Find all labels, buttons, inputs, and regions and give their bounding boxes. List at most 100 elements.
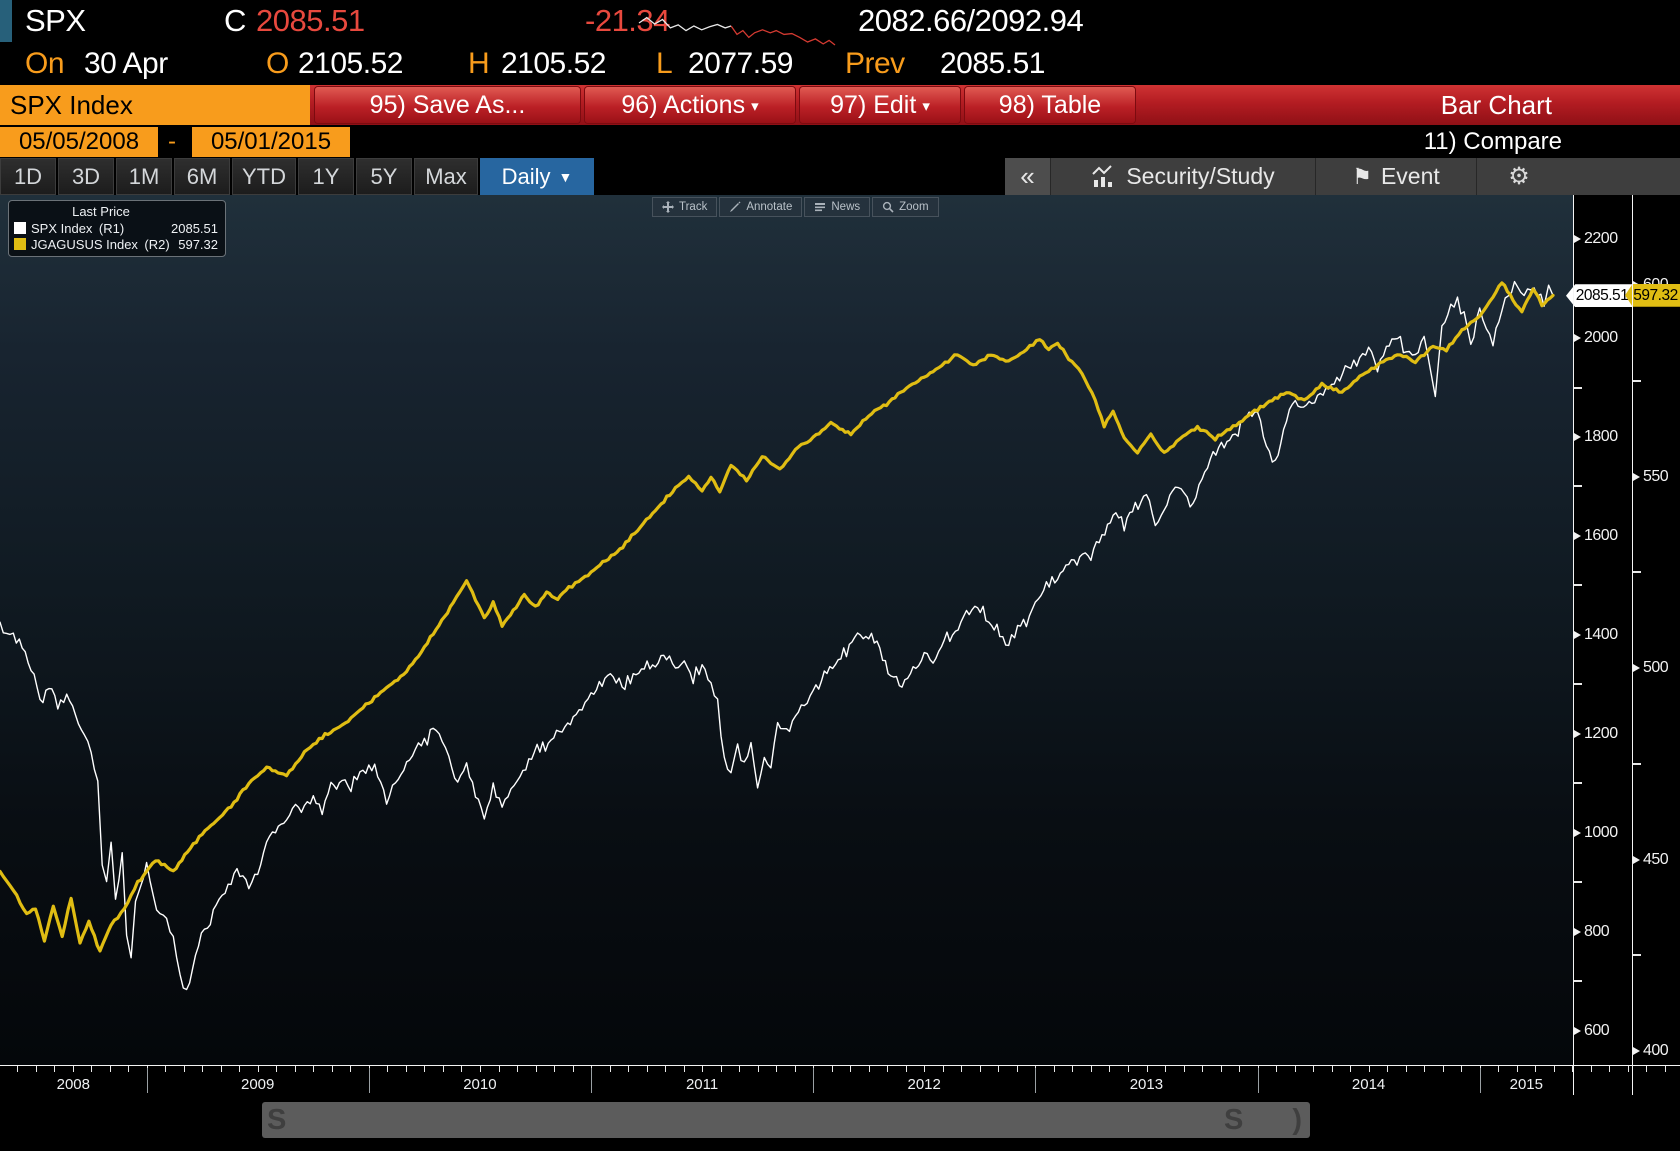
open-value: 2105.52 xyxy=(298,47,403,80)
axis-minor-tick xyxy=(1633,571,1641,574)
month-tick xyxy=(1165,1066,1166,1072)
frequency-label: Daily xyxy=(501,164,551,189)
collapse-panel-button[interactable]: « xyxy=(1005,158,1050,195)
chart-toolbar-right: « Security/Study ⚑ Event ⚙ xyxy=(1005,158,1680,195)
month-tick xyxy=(1331,1066,1333,1072)
month-tick xyxy=(1127,1066,1129,1072)
month-tick xyxy=(1498,1066,1500,1072)
menu-item--actions[interactable]: 96) Actions ▾ xyxy=(585,87,795,123)
r2-price-axis[interactable]: 600550500450400597.32 xyxy=(1625,195,1680,1065)
event-button[interactable]: ⚑ Event xyxy=(1316,158,1476,195)
frequency-dropdown[interactable]: Daily ▼ xyxy=(480,158,594,195)
menu-item--table[interactable]: 98) Table xyxy=(965,87,1135,123)
time-axis[interactable]: 2008 2009 2010 2011 2012 2013 2014 2015 xyxy=(0,1065,1680,1095)
period-button-ytd[interactable]: YTD xyxy=(232,158,296,195)
axis-tick-500: 500 xyxy=(1633,659,1669,676)
axis-separator xyxy=(1573,195,1574,1095)
month-tick xyxy=(942,1066,944,1072)
month-tick xyxy=(535,1066,537,1072)
year-label-2008: 2008 xyxy=(56,1076,90,1093)
month-tick xyxy=(1442,1066,1444,1072)
axis-minor-tick xyxy=(1574,980,1582,983)
month-tick xyxy=(683,1066,685,1072)
axis-separator xyxy=(1632,195,1633,1095)
range-separator: - xyxy=(168,128,176,155)
year-divider xyxy=(591,1068,592,1093)
menu-item--save-as-[interactable]: 95) Save As... xyxy=(315,87,580,123)
period-button-max[interactable]: Max xyxy=(414,158,478,195)
month-tick xyxy=(998,1066,1000,1072)
axis-tick-2200: 2200 xyxy=(1574,230,1618,247)
menu-item--edit[interactable]: 97) Edit ▾ xyxy=(800,87,960,123)
tick-arrow-icon xyxy=(1574,531,1581,540)
tick-label: 1600 xyxy=(1584,526,1618,544)
tool-label: Annotate xyxy=(746,201,793,213)
month-tick xyxy=(387,1066,389,1072)
range-end-input[interactable]: 05/01/2015 xyxy=(192,127,350,157)
toolbar-divider xyxy=(1315,158,1316,195)
r1-price-axis[interactable]: 2200 2000 1800 1600 1400 1200 1000 800 600 2085.5… xyxy=(1566,195,1632,1065)
month-tick xyxy=(91,1066,93,1072)
toolbar-filler xyxy=(1561,158,1680,195)
tick-label: 1400 xyxy=(1584,625,1618,643)
tick-label: 600 xyxy=(1584,1021,1610,1039)
news-icon xyxy=(814,201,826,213)
period-button-1m[interactable]: 1M xyxy=(116,158,172,195)
panel-corner-marker xyxy=(0,0,12,42)
month-tick xyxy=(1516,1066,1518,1072)
month-tick xyxy=(1368,1066,1370,1072)
month-tick xyxy=(165,1066,167,1072)
caption-glyph: S xyxy=(267,1104,287,1136)
month-tick xyxy=(1239,1066,1240,1072)
security-tab[interactable]: SPX Index xyxy=(0,85,310,125)
tick-label: 1000 xyxy=(1584,823,1618,841)
security-study-button[interactable]: Security/Study xyxy=(1051,158,1315,195)
compare-button[interactable]: 11) Compare xyxy=(1423,128,1562,155)
last-price-tag-r2: 597.32 xyxy=(1625,283,1680,307)
period-button-5y[interactable]: 5Y xyxy=(356,158,412,195)
year-label-2009: 2009 xyxy=(241,1076,275,1093)
month-tick xyxy=(868,1066,870,1072)
month-tick xyxy=(350,1066,352,1072)
tick-arrow-icon xyxy=(1574,235,1581,244)
period-button-6m[interactable]: 6M xyxy=(174,158,230,195)
period-button-3d[interactable]: 3D xyxy=(58,158,114,195)
news-tool-button[interactable]: News xyxy=(804,197,871,217)
settings-gear-icon[interactable]: ⚙ xyxy=(1508,163,1530,190)
caption-glyph: ) xyxy=(1292,1104,1302,1136)
tool-label: Track xyxy=(679,201,708,213)
month-tick xyxy=(776,1066,778,1072)
axis-tick-2000: 2000 xyxy=(1574,329,1618,346)
axis-minor-tick xyxy=(1633,954,1641,957)
month-tick xyxy=(72,1066,74,1072)
range-start-input[interactable]: 05/05/2008 xyxy=(0,127,158,157)
chart-area: Last Price SPX Index (R1) 2085.51 JGAGUSUS… xyxy=(0,195,1680,1095)
zoom-tool-button[interactable]: Zoom xyxy=(872,197,939,217)
tick-arrow-icon xyxy=(1574,729,1581,738)
month-tick xyxy=(1553,1066,1555,1072)
annotate-tool-button[interactable]: Annotate xyxy=(719,197,803,217)
axis-minor-tick xyxy=(1633,762,1641,765)
legend-title: Last Price xyxy=(72,204,130,219)
track-tool-button[interactable]: Track xyxy=(652,197,718,217)
period-button-1d[interactable]: 1D xyxy=(0,158,56,195)
month-tick xyxy=(554,1066,555,1072)
event-label: Event xyxy=(1380,163,1440,189)
month-tick xyxy=(54,1066,56,1072)
prev-label: Prev xyxy=(845,47,905,80)
month-tick xyxy=(1387,1066,1389,1072)
month-tick xyxy=(183,1066,185,1072)
month-tick xyxy=(1572,1066,1574,1072)
tick-arrow-icon xyxy=(1633,855,1640,864)
month-tick xyxy=(720,1066,722,1072)
axis-tick-1000: 1000 xyxy=(1574,823,1618,841)
month-tick xyxy=(35,1066,37,1072)
time-axis-line xyxy=(0,1065,1680,1066)
period-button-1y[interactable]: 1Y xyxy=(298,158,354,195)
month-tick xyxy=(480,1066,481,1072)
chart-plot[interactable]: Last Price SPX Index (R1) 2085.51 JGAGUSUS… xyxy=(0,195,1573,1065)
chart-tools: Track Annotate News Zoom xyxy=(652,197,939,217)
flag-icon: ⚑ xyxy=(1352,163,1372,189)
month-tick xyxy=(702,1066,704,1072)
month-tick xyxy=(831,1066,833,1072)
